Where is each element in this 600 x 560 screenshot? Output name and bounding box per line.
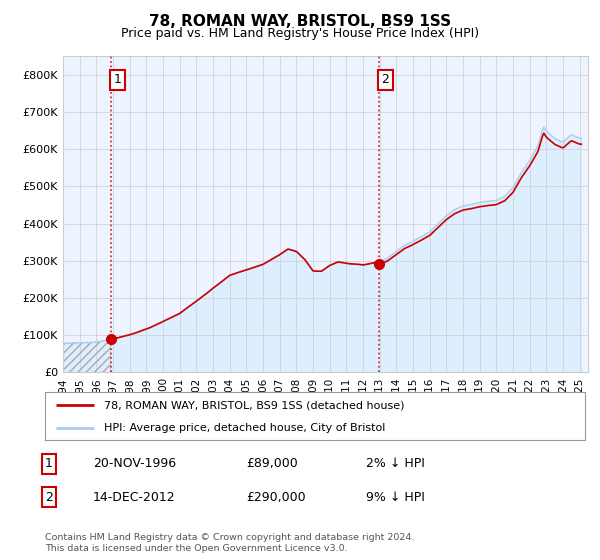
Text: HPI: Average price, detached house, City of Bristol: HPI: Average price, detached house, City… — [104, 423, 386, 433]
Text: £290,000: £290,000 — [246, 491, 305, 504]
Text: 2: 2 — [45, 491, 53, 504]
Text: 1: 1 — [45, 457, 53, 470]
Text: Contains HM Land Registry data © Crown copyright and database right 2024.
This d: Contains HM Land Registry data © Crown c… — [45, 533, 415, 553]
Text: 14-DEC-2012: 14-DEC-2012 — [93, 491, 176, 504]
Text: 2% ↓ HPI: 2% ↓ HPI — [366, 457, 425, 470]
Text: 2: 2 — [382, 73, 389, 86]
Text: 9% ↓ HPI: 9% ↓ HPI — [366, 491, 425, 504]
Text: Price paid vs. HM Land Registry's House Price Index (HPI): Price paid vs. HM Land Registry's House … — [121, 27, 479, 40]
Text: 78, ROMAN WAY, BRISTOL, BS9 1SS (detached house): 78, ROMAN WAY, BRISTOL, BS9 1SS (detache… — [104, 400, 405, 410]
Text: 78, ROMAN WAY, BRISTOL, BS9 1SS: 78, ROMAN WAY, BRISTOL, BS9 1SS — [149, 14, 451, 29]
Text: 20-NOV-1996: 20-NOV-1996 — [93, 457, 176, 470]
Text: £89,000: £89,000 — [246, 457, 298, 470]
Text: 1: 1 — [113, 73, 121, 86]
